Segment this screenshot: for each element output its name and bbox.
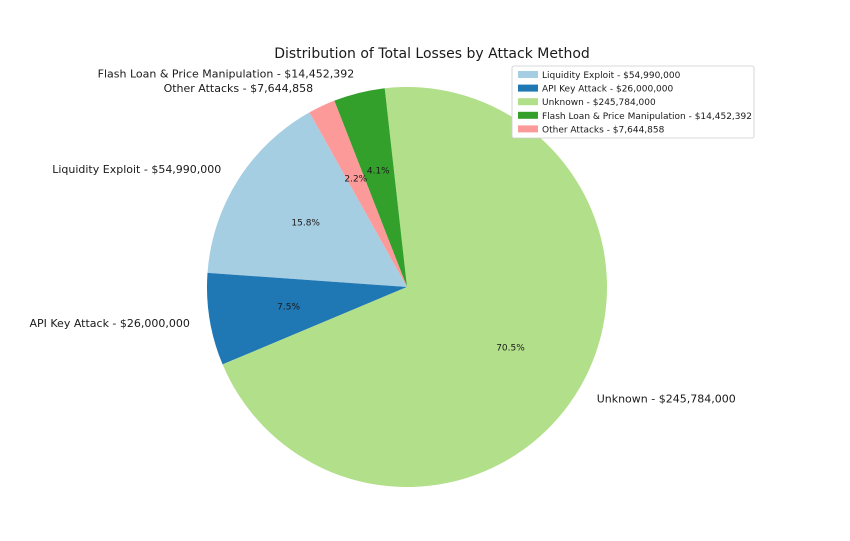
legend-label: Flash Loan & Price Manipulation - $14,45… bbox=[542, 112, 752, 122]
percent-label: 15.8% bbox=[291, 219, 320, 229]
slice-label: Unknown - $245,784,000 bbox=[597, 392, 736, 405]
legend-label: API Key Attack - $26,000,000 bbox=[542, 85, 674, 95]
legend-label: Unknown - $245,784,000 bbox=[542, 98, 656, 108]
chart-title: Distribution of Total Losses by Attack M… bbox=[274, 46, 590, 62]
legend-swatch bbox=[518, 84, 538, 92]
legend-items: Liquidity Exploit - $54,990,000 API Key A… bbox=[518, 71, 752, 135]
pie-slice bbox=[207, 112, 407, 287]
legend-swatch bbox=[518, 125, 538, 133]
legend-swatch bbox=[518, 71, 538, 78]
legend-swatch bbox=[518, 111, 538, 119]
slice-label: Other Attacks - $7,644,858 bbox=[164, 82, 314, 95]
percent-labels: 15.8% 7.5% 70.5% 4.1%2.2% bbox=[277, 167, 525, 354]
legend-label: Other Attacks - $7,644,858 bbox=[542, 125, 665, 135]
percent-label: 70.5% bbox=[496, 344, 525, 354]
slice-label: Flash Loan & Price Manipulation - $14,45… bbox=[98, 67, 355, 80]
percent-label: 4.1% bbox=[367, 167, 390, 177]
pie-slice bbox=[222, 87, 607, 488]
percent-label: 7.5% bbox=[277, 303, 300, 313]
percent-label: 2.2% bbox=[344, 175, 367, 185]
pie-slice bbox=[206, 272, 407, 365]
pie-slice bbox=[334, 88, 407, 287]
legend-label: Liquidity Exploit - $54,990,000 bbox=[542, 71, 681, 81]
slice-label: Liquidity Exploit - $54,990,000 bbox=[52, 163, 221, 176]
legend-frame bbox=[511, 65, 755, 139]
pie-slices bbox=[206, 87, 607, 488]
pie-slice bbox=[309, 100, 407, 288]
outer-labels: Liquidity Exploit - $54,990,000 API Key A… bbox=[29, 67, 735, 405]
legend-swatch bbox=[518, 98, 538, 106]
slice-label: API Key Attack - $26,000,000 bbox=[29, 317, 189, 330]
legend: Liquidity Exploit - $54,990,000 API Key A… bbox=[511, 65, 755, 139]
